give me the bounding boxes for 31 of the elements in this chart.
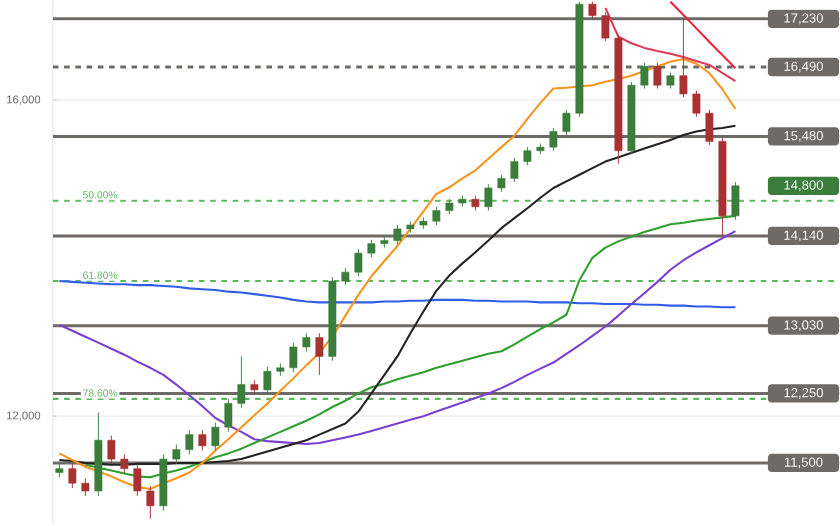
- candlestick: [601, 12, 610, 43]
- line-series: [669, 0, 737, 70]
- candlestick: [653, 62, 662, 90]
- candlestick: [159, 454, 168, 512]
- candlestick: [120, 454, 129, 475]
- candlestick: [705, 109, 714, 146]
- candlestick: [237, 356, 246, 409]
- candlestick: [549, 127, 558, 152]
- candlestick: [146, 485, 155, 520]
- candlestick: [484, 184, 493, 212]
- candlestick: [692, 90, 701, 118]
- candlestick: [510, 157, 519, 183]
- candlestick: [432, 206, 441, 226]
- candlestick: [393, 224, 402, 246]
- candlestick: [185, 429, 194, 456]
- candlestick: [107, 435, 116, 465]
- candlestick: [172, 444, 181, 465]
- candlestick: [731, 181, 740, 221]
- candlestick: [289, 342, 298, 373]
- candlestick: [523, 146, 532, 166]
- candlestick: [315, 333, 324, 376]
- candlestick: [211, 422, 220, 452]
- candlestick: [133, 463, 142, 497]
- candlestick: [68, 463, 77, 489]
- candlestick: [640, 62, 649, 90]
- candlestick: [562, 109, 571, 136]
- candlestick: [198, 429, 207, 452]
- candlestick: [224, 398, 233, 433]
- candlestick: [263, 366, 272, 396]
- candlestick: [679, 18, 688, 99]
- candlestick: [354, 248, 363, 277]
